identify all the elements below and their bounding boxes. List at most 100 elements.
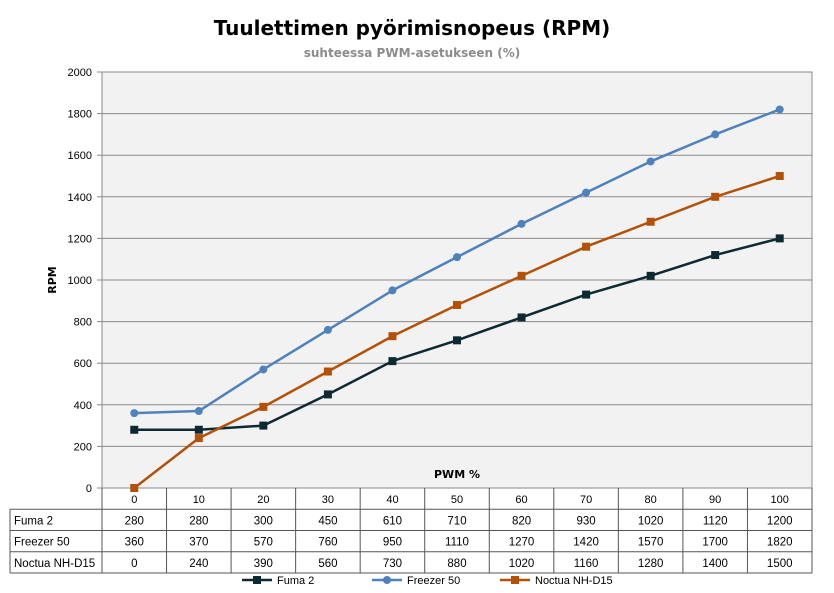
table-row-label: Fuma 2	[14, 515, 53, 527]
table-cell: 280	[125, 515, 144, 527]
table-cell: 1400	[702, 558, 728, 570]
chart-title: Tuulettimen pyörimisnopeus (RPM)	[214, 16, 611, 40]
data-point	[453, 300, 461, 309]
table-cell: 300	[254, 515, 273, 527]
data-point	[775, 172, 784, 180]
data-point	[259, 365, 268, 374]
x-tick-label: 60	[515, 494, 527, 506]
data-point	[130, 409, 139, 418]
table-cell: 1020	[509, 558, 535, 570]
y-tick-label: 1000	[68, 275, 92, 287]
table-cell: 370	[189, 537, 208, 549]
data-point	[259, 402, 268, 411]
data-point	[453, 336, 461, 345]
data-point	[517, 219, 526, 228]
data-point	[388, 357, 397, 366]
data-point	[775, 105, 784, 114]
legend-marker	[383, 576, 391, 584]
legend-label: Noctua NH-D15	[535, 575, 613, 587]
legend-label: Fuma 2	[277, 575, 314, 587]
data-point	[194, 425, 203, 434]
data-point	[453, 253, 461, 262]
x-tick-label: 10	[193, 494, 205, 506]
data-point	[646, 217, 655, 226]
y-tick-label: 600	[74, 358, 92, 370]
data-point	[259, 421, 268, 430]
table-cell: 560	[318, 558, 337, 570]
legend-item: Fuma 2	[242, 575, 314, 587]
series-freezer-50	[130, 105, 784, 418]
table-row-label: Freezer 50	[14, 537, 70, 549]
x-tick-label: 40	[386, 494, 398, 506]
x-axis-title: PWM %	[434, 468, 480, 481]
data-point	[582, 188, 591, 197]
data-point	[388, 332, 397, 341]
table-cell: 1280	[638, 558, 664, 570]
data-point	[194, 407, 203, 416]
table-cell: 610	[383, 515, 402, 527]
table-cell: 1200	[767, 515, 793, 527]
x-tick-label: 20	[257, 494, 269, 506]
table-cell: 1020	[638, 515, 664, 527]
data-point	[517, 271, 526, 280]
legend-marker	[511, 576, 519, 584]
data-point	[323, 325, 332, 334]
table-row-label: Noctua NH-D15	[14, 558, 95, 570]
table-cell: 0	[131, 558, 137, 570]
data-point	[323, 390, 332, 399]
legend-marker	[253, 576, 261, 584]
x-tick-label: 80	[645, 494, 657, 506]
series-noctua-nh-d15	[130, 172, 784, 492]
data-point	[711, 251, 720, 260]
table-cell: 760	[318, 537, 337, 549]
data-point	[582, 290, 591, 299]
x-tick-label: 70	[580, 494, 592, 506]
x-tick-label: 50	[451, 494, 463, 506]
x-tick-label: 30	[322, 494, 334, 506]
table-cell: 570	[254, 537, 273, 549]
table-cell: 930	[576, 515, 595, 527]
table-cell: 730	[383, 558, 402, 570]
y-axis-ticks: 0 200 400 600 800 1000 1200 1400 1600 1800 2000	[68, 67, 102, 495]
chart-subtitle: suhteessa PWM-asetukseen (%)	[304, 46, 521, 60]
y-tick-label: 800	[74, 317, 92, 329]
table-cell: 240	[189, 558, 208, 570]
table-cell: 880	[447, 558, 466, 570]
table-cell: 280	[189, 515, 208, 527]
data-point	[323, 367, 332, 376]
table-cell: 1120	[703, 515, 728, 527]
data-point	[194, 434, 203, 443]
table-cell: 1500	[767, 558, 793, 570]
y-axis-title: RPM	[46, 266, 59, 293]
table-cell: 1570	[638, 537, 664, 549]
data-point	[130, 425, 139, 434]
y-tick-label: 1400	[68, 192, 92, 204]
table-cell: 1160	[574, 558, 599, 570]
data-point	[517, 313, 526, 322]
data-point	[646, 157, 655, 166]
data-point	[582, 242, 591, 251]
table-cell: 710	[447, 515, 466, 527]
y-tick-label: 1600	[68, 150, 92, 162]
legend-item: Noctua NH-D15	[500, 575, 613, 587]
data-point	[711, 130, 720, 139]
data-point	[775, 234, 784, 243]
legend-label: Freezer 50	[407, 575, 460, 587]
legend-item: Freezer 50	[372, 575, 460, 587]
table-cell: 1820	[767, 537, 793, 549]
y-tick-label: 0	[86, 483, 92, 495]
y-tick-label: 400	[74, 400, 92, 412]
data-point	[646, 271, 655, 280]
table-cell: 360	[125, 537, 144, 549]
table-cell: 1700	[702, 537, 728, 549]
data-point	[130, 484, 139, 492]
table-cell: 1110	[445, 537, 469, 549]
series-group	[130, 105, 784, 492]
y-tick-label: 1200	[68, 233, 92, 245]
series-fuma-2	[130, 234, 784, 434]
data-point	[388, 286, 397, 295]
gridlines	[102, 71, 812, 489]
table-cell: 1420	[573, 537, 599, 549]
